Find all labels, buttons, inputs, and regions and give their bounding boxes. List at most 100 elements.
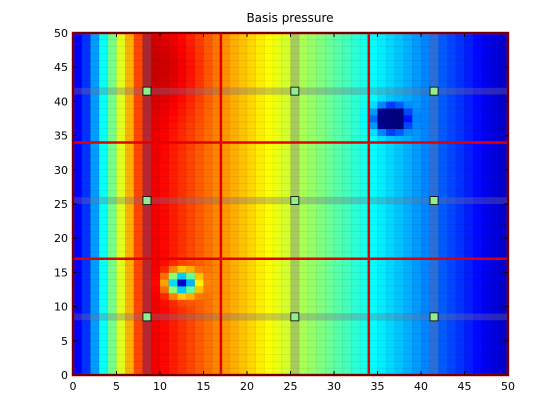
heatmap-cell [125, 101, 135, 109]
heatmap-cell [264, 238, 274, 246]
heatmap-cell [438, 217, 448, 225]
heatmap-cell [160, 340, 169, 348]
heatmap-cell [473, 108, 483, 116]
heatmap-cell [220, 299, 230, 307]
heatmap-cell [447, 46, 457, 54]
heatmap-cell [334, 149, 343, 157]
heatmap-cell [160, 176, 169, 184]
heatmap-cell [168, 224, 178, 232]
heatmap-cell [421, 115, 430, 123]
heatmap-cell [412, 265, 422, 273]
heatmap-cell [386, 231, 396, 239]
heatmap-cell [394, 231, 404, 239]
heatmap-cell [299, 156, 309, 164]
heatmap-cell [255, 286, 265, 294]
heatmap-cell [412, 87, 422, 95]
heatmap-cell [220, 33, 230, 41]
heatmap-cell [377, 292, 387, 301]
heatmap-cell [403, 162, 413, 171]
heatmap-cell [73, 135, 82, 143]
heatmap-cell [212, 142, 222, 150]
heatmap-cell [273, 272, 283, 280]
heatmap-cell [212, 183, 222, 191]
heatmap-cell [194, 210, 204, 218]
heatmap-cell [447, 231, 457, 239]
heatmap-cell [394, 67, 404, 75]
heatmap-cell [360, 210, 370, 218]
heatmap-cell [203, 320, 213, 328]
heatmap-cell [490, 176, 500, 184]
heatmap-cell [203, 217, 213, 225]
heatmap-cell [490, 306, 500, 314]
heatmap-cell [90, 286, 100, 294]
heatmap-cell [281, 121, 291, 130]
heatmap-cell [203, 299, 213, 307]
heatmap-cell [464, 306, 474, 314]
heatmap-cell [290, 368, 300, 376]
heatmap-cell [325, 204, 335, 212]
heatmap-cell [133, 128, 143, 136]
heatmap-cell [299, 272, 309, 280]
heatmap-cell [151, 272, 161, 280]
heatmap-cell [421, 340, 430, 348]
heatmap-cell [307, 197, 317, 205]
heatmap-cell [394, 53, 404, 61]
heatmap-cell [403, 279, 413, 287]
heatmap-cell [142, 135, 152, 143]
heatmap-cell [160, 231, 169, 239]
heatmap-cell [255, 60, 265, 68]
heatmap-cell [368, 169, 378, 177]
heatmap-cell [412, 347, 422, 355]
heatmap-cell [316, 128, 326, 136]
heatmap-cell [334, 354, 343, 362]
heatmap-cell [342, 238, 352, 246]
heatmap-cell [316, 142, 326, 150]
heatmap-cell [229, 299, 239, 307]
heatmap-cell [481, 258, 491, 266]
heatmap-cell [203, 60, 213, 68]
heatmap-cell [90, 60, 100, 68]
heatmap-cell [220, 94, 230, 102]
heatmap-cell [386, 67, 396, 75]
heatmap-cell [455, 327, 465, 335]
heatmap-cell [386, 176, 396, 184]
heatmap-cell [325, 320, 335, 328]
heatmap-cell [238, 354, 248, 362]
heatmap-cell [273, 101, 283, 109]
heatmap-cell [264, 176, 274, 184]
heatmap-cell [281, 231, 291, 239]
heatmap-cell [133, 238, 143, 246]
heatmap-cell [73, 142, 82, 150]
heatmap-cell [490, 46, 500, 54]
heatmap-cell [342, 217, 352, 225]
heatmap-cell [229, 33, 239, 41]
heatmap-cell [438, 286, 448, 294]
heatmap-cell [316, 115, 326, 123]
heatmap-cell [351, 169, 361, 177]
heatmap-cell [281, 80, 291, 89]
heatmap-cell [125, 347, 135, 355]
basis-center-marker [429, 196, 439, 205]
heatmap-cell [73, 169, 82, 177]
heatmap-cell [194, 340, 204, 348]
heatmap-cell [133, 53, 143, 61]
heatmap-cell [281, 169, 291, 177]
heatmap-cell [429, 333, 439, 342]
heatmap-cell [142, 128, 152, 136]
heatmap-cell [334, 108, 343, 116]
heatmap-cell [203, 333, 213, 342]
heatmap-cell [447, 245, 457, 253]
heatmap-cell [194, 299, 204, 307]
heatmap-cell [116, 46, 126, 54]
heatmap-cell [220, 231, 230, 239]
heatmap-cell [281, 306, 291, 314]
heatmap-cell [290, 347, 300, 355]
heatmap-cell [394, 306, 404, 314]
heatmap-cell [229, 313, 239, 321]
heatmap-cell [116, 313, 126, 321]
heatmap-cell [325, 272, 335, 280]
heatmap-cell [255, 313, 265, 321]
heatmap-cell [334, 176, 343, 184]
heatmap-cell [447, 169, 457, 177]
heatmap-cell [203, 74, 213, 82]
